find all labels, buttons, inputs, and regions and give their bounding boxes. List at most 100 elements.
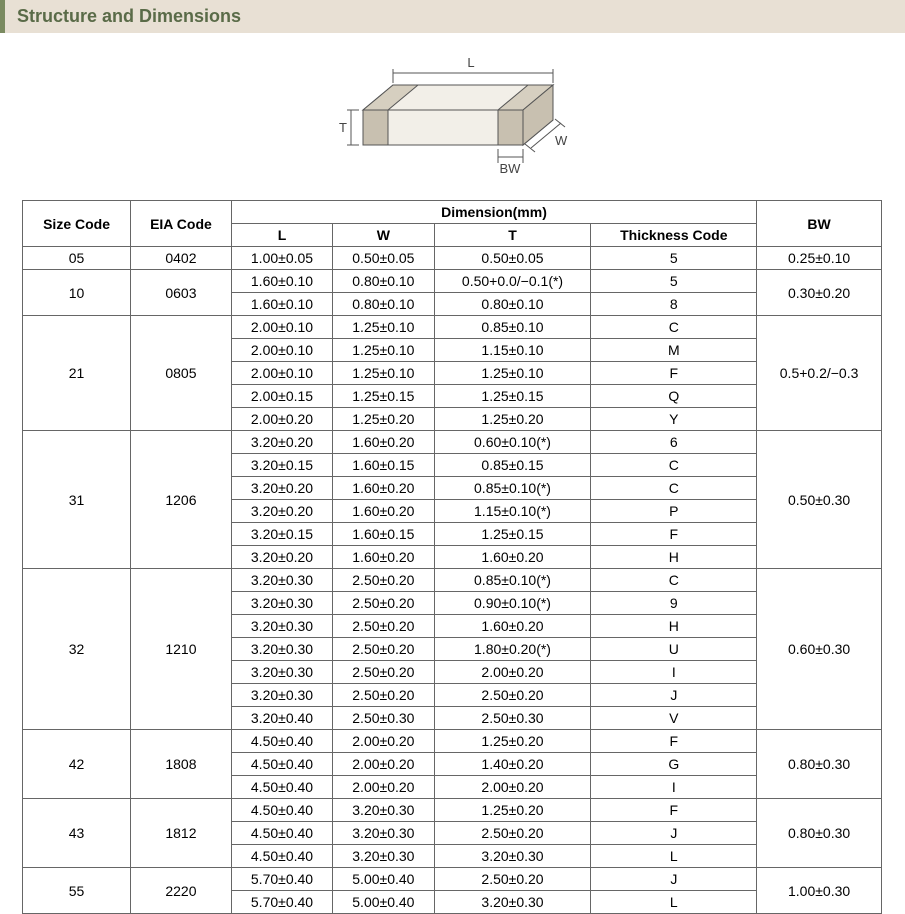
cell-l: 5.70±0.40 [231,891,332,914]
cell-t: 1.25±0.20 [434,408,591,431]
cell-th: F [591,730,757,753]
col-thick: Thickness Code [591,224,757,247]
cell-th: Y [591,408,757,431]
cell-l: 1.00±0.05 [231,247,332,270]
cell-th: V [591,707,757,730]
dimension-diagram: L W T BW [0,37,905,200]
cell-bw: 0.80±0.30 [757,799,882,868]
cell-bw: 0.5+0.2/−0.3 [757,316,882,431]
cell-w: 2.00±0.20 [333,776,434,799]
table-row: 3212103.20±0.302.50±0.200.85±0.10(*)C0.6… [23,569,882,592]
cell-bw: 0.80±0.30 [757,730,882,799]
cell-bw: 1.00±0.30 [757,868,882,914]
cell-l: 3.20±0.20 [231,500,332,523]
cell-l: 1.60±0.10 [231,270,332,293]
cell-t: 1.60±0.20 [434,546,591,569]
cell-eia: 0603 [131,270,232,316]
cell-w: 1.25±0.20 [333,408,434,431]
cell-l: 1.60±0.10 [231,293,332,316]
cell-l: 3.20±0.20 [231,546,332,569]
cell-eia: 1812 [131,799,232,868]
cell-t: 0.50+0.0/−0.1(*) [434,270,591,293]
diagram-label-bw: BW [499,161,521,176]
cell-th: F [591,799,757,822]
cell-t: 1.80±0.20(*) [434,638,591,661]
cell-l: 3.20±0.20 [231,477,332,500]
diagram-label-w: W [555,133,568,148]
section-title: Structure and Dimensions [0,0,905,33]
cell-t: 0.85±0.15 [434,454,591,477]
diagram-label-l: L [467,55,474,70]
cell-eia: 1206 [131,431,232,569]
cell-eia: 2220 [131,868,232,914]
cell-w: 0.80±0.10 [333,270,434,293]
cell-l: 2.00±0.10 [231,339,332,362]
cell-th: J [591,684,757,707]
table-row: 3112063.20±0.201.60±0.200.60±0.10(*)60.5… [23,431,882,454]
cell-t: 1.25±0.15 [434,523,591,546]
cell-t: 2.50±0.20 [434,822,591,845]
cell-l: 3.20±0.15 [231,523,332,546]
cell-size: 10 [23,270,131,316]
cell-l: 4.50±0.40 [231,730,332,753]
cell-t: 1.60±0.20 [434,615,591,638]
cell-l: 3.20±0.20 [231,431,332,454]
cell-th: L [591,891,757,914]
dimensions-table: Size Code EIA Code Dimension(mm) BW L W … [22,200,882,914]
cell-t: 2.50±0.20 [434,868,591,891]
cell-l: 4.50±0.40 [231,776,332,799]
col-size: Size Code [23,201,131,247]
cell-size: 42 [23,730,131,799]
cell-th: C [591,477,757,500]
table-header-row: Size Code EIA Code Dimension(mm) BW [23,201,882,224]
cell-th: I [591,776,757,799]
cell-t: 0.50±0.05 [434,247,591,270]
cell-l: 3.20±0.30 [231,661,332,684]
cell-eia: 1210 [131,569,232,730]
cell-l: 3.20±0.30 [231,638,332,661]
cell-eia: 0402 [131,247,232,270]
cell-w: 2.50±0.20 [333,684,434,707]
cell-t: 3.20±0.30 [434,891,591,914]
col-l: L [231,224,332,247]
col-t: T [434,224,591,247]
cell-t: 1.15±0.10(*) [434,500,591,523]
cell-l: 3.20±0.30 [231,684,332,707]
cell-t: 1.15±0.10 [434,339,591,362]
cell-th: U [591,638,757,661]
col-eia: EIA Code [131,201,232,247]
cell-w: 3.20±0.30 [333,822,434,845]
cell-size: 21 [23,316,131,431]
cell-bw: 0.25±0.10 [757,247,882,270]
cell-t: 0.85±0.10(*) [434,569,591,592]
table-row: 4218084.50±0.402.00±0.201.25±0.20F0.80±0… [23,730,882,753]
cell-th: 8 [591,293,757,316]
cell-l: 4.50±0.40 [231,822,332,845]
cell-w: 1.25±0.10 [333,316,434,339]
cell-l: 3.20±0.30 [231,569,332,592]
cell-t: 0.85±0.10(*) [434,477,591,500]
cell-eia: 1808 [131,730,232,799]
cell-w: 5.00±0.40 [333,891,434,914]
cell-w: 1.25±0.10 [333,362,434,385]
cell-w: 2.50±0.20 [333,638,434,661]
cell-t: 2.00±0.20 [434,776,591,799]
cell-t: 1.25±0.15 [434,385,591,408]
cell-t: 0.60±0.10(*) [434,431,591,454]
cell-th: F [591,523,757,546]
cell-l: 3.20±0.30 [231,615,332,638]
cell-th: C [591,454,757,477]
table-row: 5522205.70±0.405.00±0.402.50±0.20J1.00±0… [23,868,882,891]
cell-th: H [591,615,757,638]
cell-th: P [591,500,757,523]
cell-eia: 0805 [131,316,232,431]
cell-t: 0.80±0.10 [434,293,591,316]
cell-th: G [591,753,757,776]
cell-l: 4.50±0.40 [231,799,332,822]
cell-size: 43 [23,799,131,868]
cell-t: 1.40±0.20 [434,753,591,776]
cell-w: 0.50±0.05 [333,247,434,270]
cell-t: 2.50±0.20 [434,684,591,707]
cell-th: 6 [591,431,757,454]
cell-l: 3.20±0.30 [231,592,332,615]
